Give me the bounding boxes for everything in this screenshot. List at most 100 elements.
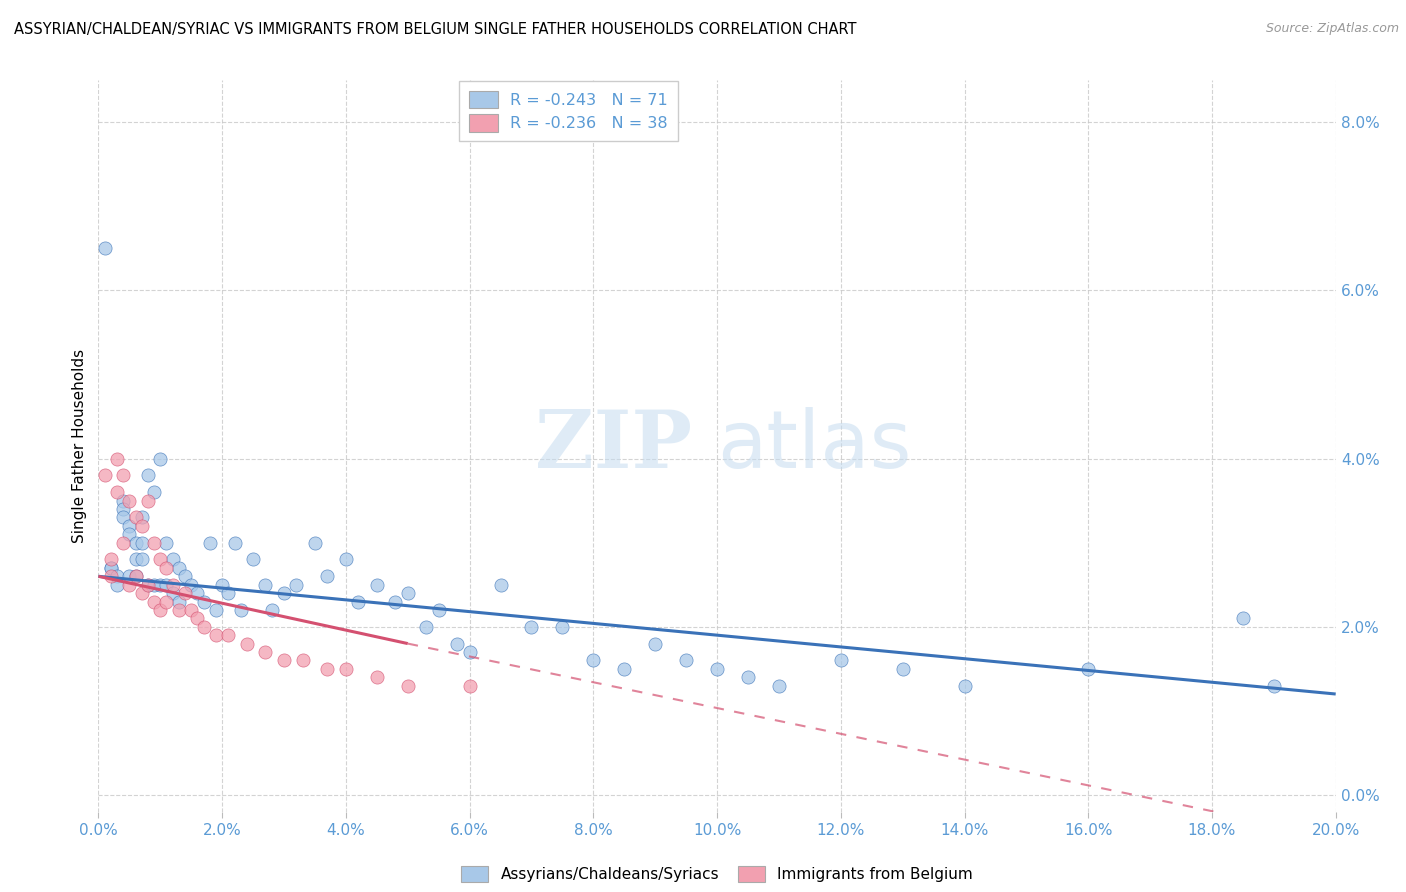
Point [551,620,574,634]
Point [100,561,122,575]
Point [217,628,239,642]
Point [112,535,135,549]
Point [131,510,153,524]
Point [112,468,135,483]
Point [236,636,259,650]
Point [143,535,166,549]
Y-axis label: Single Father Households: Single Father Households [72,349,87,543]
Point [706,662,728,676]
Point [131,552,153,566]
Point [229,603,252,617]
Point [335,662,357,676]
Point [124,569,146,583]
Point [112,510,135,524]
Point [180,578,202,592]
Point [193,594,215,608]
Text: ASSYRIAN/CHALDEAN/SYRIAC VS IMMIGRANTS FROM BELGIUM SINGLE FATHER HOUSEHOLDS COR: ASSYRIAN/CHALDEAN/SYRIAC VS IMMIGRANTS F… [14,22,856,37]
Point [100,561,122,575]
Point [155,578,177,592]
Point [136,578,159,592]
Point [105,451,128,466]
Point [1232,611,1254,625]
Point [830,653,852,667]
Point [198,535,221,549]
Point [174,586,197,600]
Point [644,636,666,650]
Point [1077,662,1099,676]
Point [118,519,141,533]
Point [136,578,159,592]
Point [316,569,339,583]
Point [186,586,208,600]
Point [613,662,636,676]
Point [254,645,277,659]
Point [93,242,115,256]
Point [124,535,146,549]
Point [167,594,190,608]
Point [582,653,605,667]
Point [205,628,228,642]
Point [118,569,141,583]
Point [162,552,184,566]
Point [143,578,166,592]
Point [205,603,228,617]
Point [149,552,172,566]
Point [737,670,759,684]
Point [112,502,135,516]
Point [105,578,128,592]
Point [675,653,697,667]
Point [118,493,141,508]
Point [316,662,339,676]
Point [193,620,215,634]
Point [446,636,468,650]
Point [384,594,406,608]
Point [224,535,246,549]
Point [489,578,512,592]
Point [105,485,128,500]
Point [415,620,437,634]
Point [304,535,326,549]
Point [155,594,177,608]
Point [124,569,146,583]
Point [100,569,122,583]
Point [124,510,146,524]
Point [131,586,153,600]
Point [273,586,295,600]
Point [458,679,481,693]
Point [520,620,543,634]
Point [366,670,388,684]
Point [396,679,419,693]
Point [143,594,166,608]
Point [149,603,172,617]
Point [118,527,141,541]
Point [180,603,202,617]
Point [131,519,153,533]
Point [254,578,277,592]
Text: Source: ZipAtlas.com: Source: ZipAtlas.com [1265,22,1399,36]
Point [118,578,141,592]
Point [273,653,295,667]
Point [167,603,190,617]
Point [162,578,184,592]
Point [93,468,115,483]
Point [100,552,122,566]
Point [260,603,283,617]
Point [186,611,208,625]
Text: atlas: atlas [717,407,911,485]
Point [211,578,233,592]
Point [891,662,914,676]
Point [347,594,370,608]
Text: ZIP: ZIP [536,407,692,485]
Point [953,679,976,693]
Legend: Assyrians/Chaldeans/Syriacs, Immigrants from Belgium: Assyrians/Chaldeans/Syriacs, Immigrants … [456,860,979,888]
Point [242,552,264,566]
Point [112,493,135,508]
Point [162,586,184,600]
Point [1263,679,1285,693]
Point [149,578,172,592]
Point [155,561,177,575]
Point [366,578,388,592]
Point [335,552,357,566]
Point [167,561,190,575]
Point [136,493,159,508]
